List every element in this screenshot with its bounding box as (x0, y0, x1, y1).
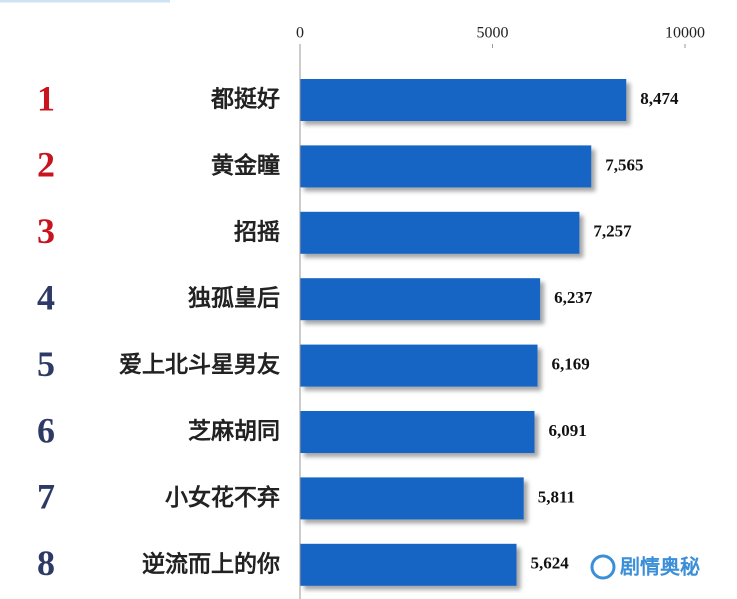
rank: 7 (37, 477, 55, 517)
value-label: 7,257 (593, 222, 632, 241)
category-label: 小女花不弃 (165, 484, 280, 511)
category-label: 独孤皇后 (188, 285, 280, 312)
value-label: 8,474 (640, 89, 679, 108)
x-tick-label: 10000 (665, 25, 705, 42)
bar (300, 145, 592, 188)
rank: 3 (37, 211, 55, 251)
bar (300, 344, 538, 387)
value-label: 6,169 (552, 355, 590, 374)
rank: 1 (37, 78, 55, 118)
rank: 4 (37, 277, 55, 317)
watermark-icon (590, 554, 616, 580)
rank: 6 (37, 410, 55, 450)
category-label: 黄金瞳 (211, 152, 280, 179)
x-tick-label: 0 (296, 25, 304, 42)
category-label: 逆流而上的你 (142, 550, 280, 577)
category-label: 招摇 (234, 218, 280, 245)
bar (300, 411, 535, 453)
value-label: 6,091 (549, 421, 587, 440)
category-label: 都挺好 (210, 87, 280, 113)
rank: 5 (37, 344, 55, 384)
rank: 8 (37, 543, 55, 583)
value-label: 5,811 (538, 487, 575, 506)
value-label: 6,237 (554, 288, 593, 307)
bar (300, 79, 627, 121)
bar (300, 278, 541, 321)
watermark: 剧情奥秘 (620, 555, 700, 579)
value-label: 7,565 (605, 155, 643, 174)
bar (300, 543, 517, 586)
rank: 2 (37, 145, 55, 185)
category-label: 爱上北斗星男友 (119, 352, 280, 378)
bar (300, 477, 524, 520)
category-label: 芝麻胡同 (188, 418, 280, 445)
value-label: 5,624 (531, 554, 570, 573)
x-tick-label: 5000 (477, 25, 509, 42)
bar (300, 211, 580, 254)
